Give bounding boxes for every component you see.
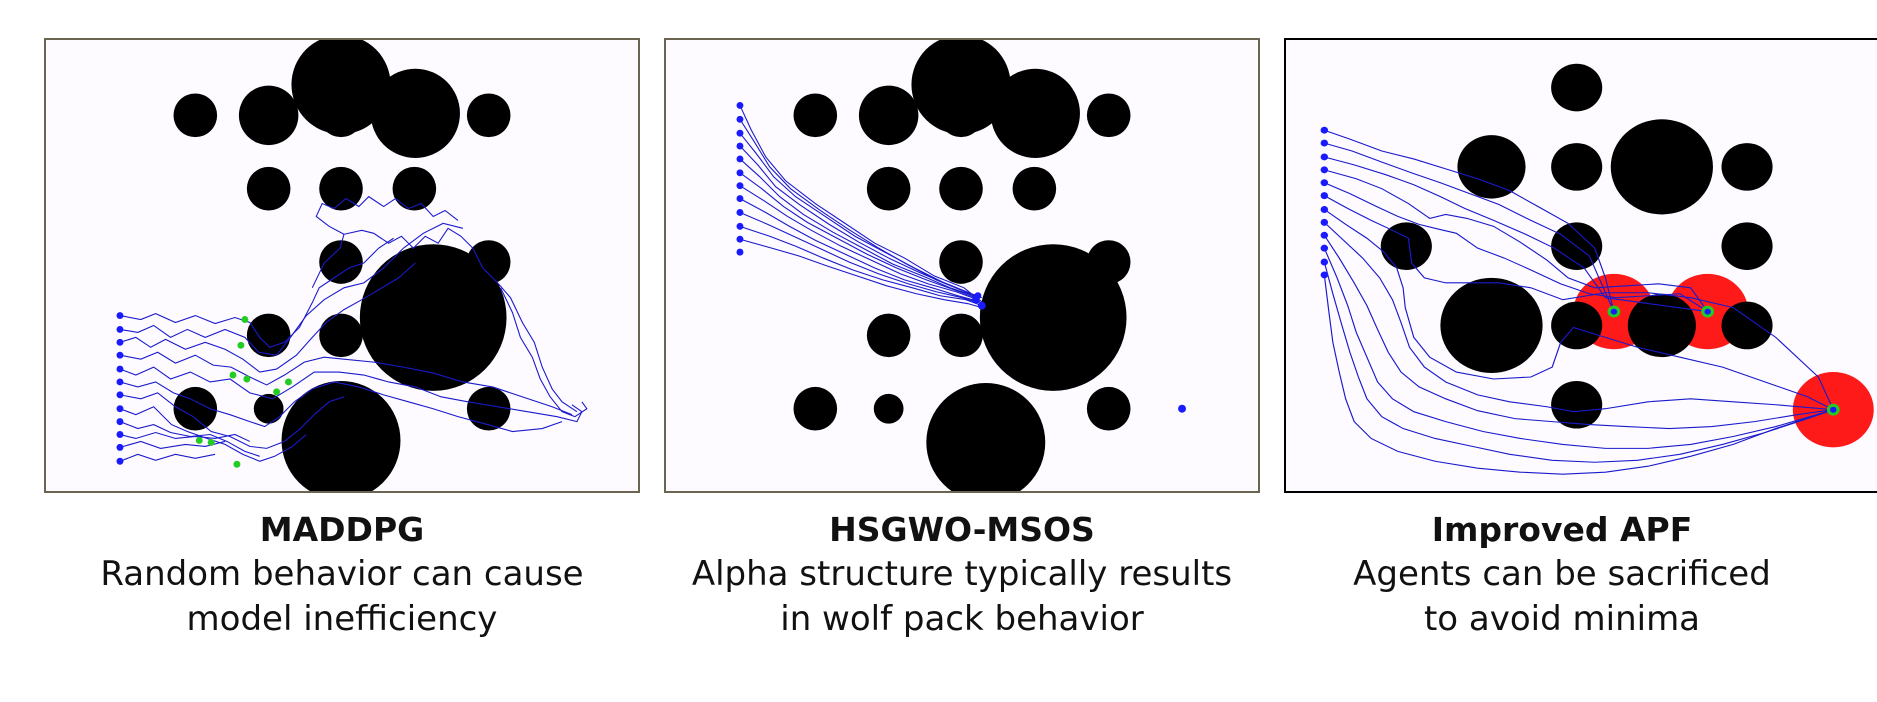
agent-cluster bbox=[971, 292, 986, 310]
goal-marker bbox=[1178, 404, 1187, 413]
agent-start-positions bbox=[116, 312, 124, 465]
hsgwo-msos-title: HSGWO-MSOS bbox=[829, 510, 1095, 549]
hsgwo-msos-description-line-1: Alpha structure typically results bbox=[691, 554, 1233, 594]
hsgwo-msos-caption: HSGWO-MSOS Alpha structure typically res… bbox=[652, 508, 1272, 642]
agent-current-positions bbox=[195, 316, 292, 468]
agent-paths bbox=[1323, 129, 1834, 475]
maddpg-caption: MADDPG Random behavior can cause model i… bbox=[32, 508, 652, 642]
agent-start-positions bbox=[1320, 126, 1329, 279]
improved-apf-title: Improved APF bbox=[1431, 510, 1693, 549]
hsgwo-msos-simulation-panel bbox=[664, 38, 1260, 493]
agent-paths bbox=[119, 195, 588, 462]
obstacles bbox=[793, 40, 1131, 491]
maddpg-simulation-image bbox=[116, 40, 588, 491]
maddpg-description-line-1: Random behavior can cause bbox=[100, 554, 584, 594]
improved-apf-caption: Improved APF Agents can be sacrificed to… bbox=[1252, 508, 1872, 642]
agent-start-positions bbox=[736, 101, 744, 256]
agent-paths bbox=[739, 105, 983, 309]
improved-apf-description-line-1: Agents can be sacrificed bbox=[1353, 554, 1771, 594]
maddpg-title: MADDPG bbox=[259, 510, 425, 549]
hsgwo-msos-description-line-2: in wolf pack behavior bbox=[780, 599, 1144, 639]
obstacles bbox=[173, 40, 511, 491]
sacrificed-agents bbox=[1607, 305, 1840, 416]
hsgwo-msos-simulation-image bbox=[736, 40, 1187, 491]
improved-apf-description-line-2: to avoid minima bbox=[1423, 599, 1701, 639]
improved-apf-simulation-image bbox=[1320, 63, 1874, 475]
improved-apf-simulation-panel bbox=[1284, 38, 1877, 493]
maddpg-simulation-panel bbox=[44, 38, 640, 493]
maddpg-description-line-2: model inefficiency bbox=[186, 599, 498, 639]
